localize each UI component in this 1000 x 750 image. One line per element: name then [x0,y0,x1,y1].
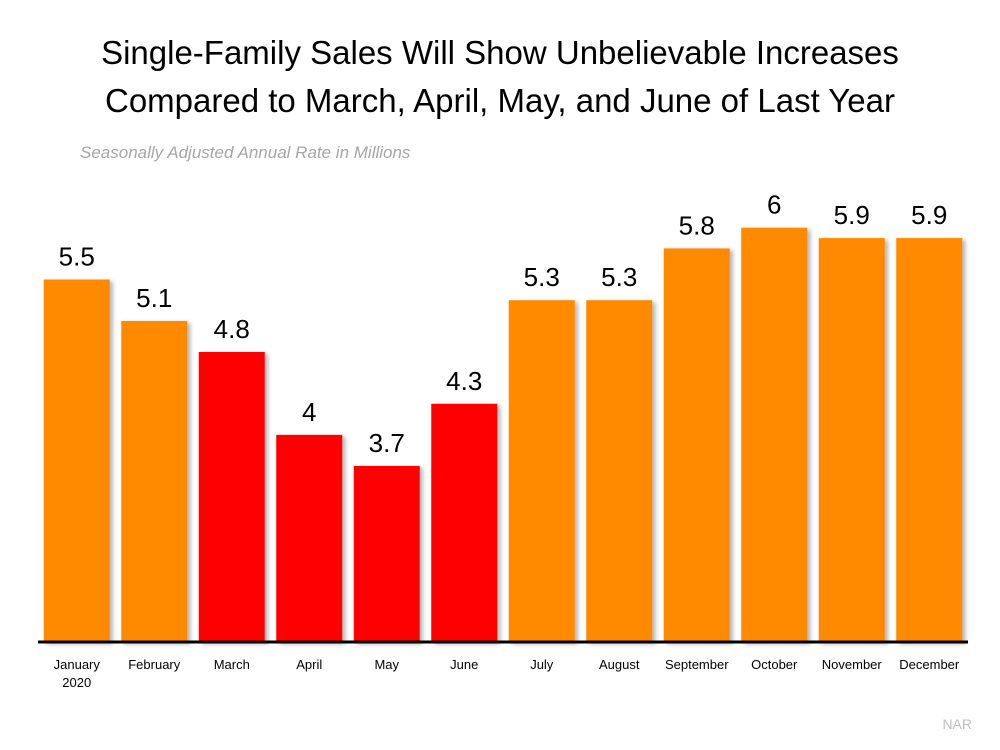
bar [353,465,420,642]
x-tick-label: March [213,657,250,672]
value-label: 5.1 [136,283,172,313]
value-label: 5.5 [59,242,95,272]
bar [741,227,808,642]
x-tick-label: June [450,657,479,672]
bar [43,279,110,642]
value-label: 4.8 [214,314,250,344]
chart-subtitle: Seasonally Adjusted Annual Rate in Milli… [80,143,411,162]
bar [276,434,343,642]
x-tick-label: April [296,657,323,672]
value-label: 5.3 [524,262,560,292]
x-tick-label: January 2020 [53,657,100,690]
bar [663,248,730,642]
value-label: 5.3 [601,262,637,292]
bar [121,320,188,642]
x-tick-label: November [821,657,882,672]
bar [431,403,498,642]
bar [896,238,963,643]
x-tick-label: July [530,657,554,672]
x-tick-label: February [128,657,181,672]
x-tick-label: August [599,657,640,672]
value-label: 6 [767,190,781,220]
bar [508,300,575,642]
bar [198,352,265,642]
chart-title: Compared to March, April, May, and June … [105,82,895,119]
bar [818,238,885,643]
value-label: 4.3 [446,366,482,396]
x-tick-label: May [374,657,400,672]
value-label: 4 [302,397,316,427]
value-label: 5.9 [834,200,870,230]
x-tick-label: December [899,657,960,672]
value-label: 3.7 [369,428,405,458]
value-label: 5.8 [679,210,715,240]
x-tick-label: September [664,657,729,672]
value-label: 5.9 [911,200,947,230]
x-tick-label: October [751,657,798,672]
chart-title: Single-Family Sales Will Show Unbelievab… [101,34,899,71]
source: NAR [942,716,972,732]
bar [586,300,653,642]
